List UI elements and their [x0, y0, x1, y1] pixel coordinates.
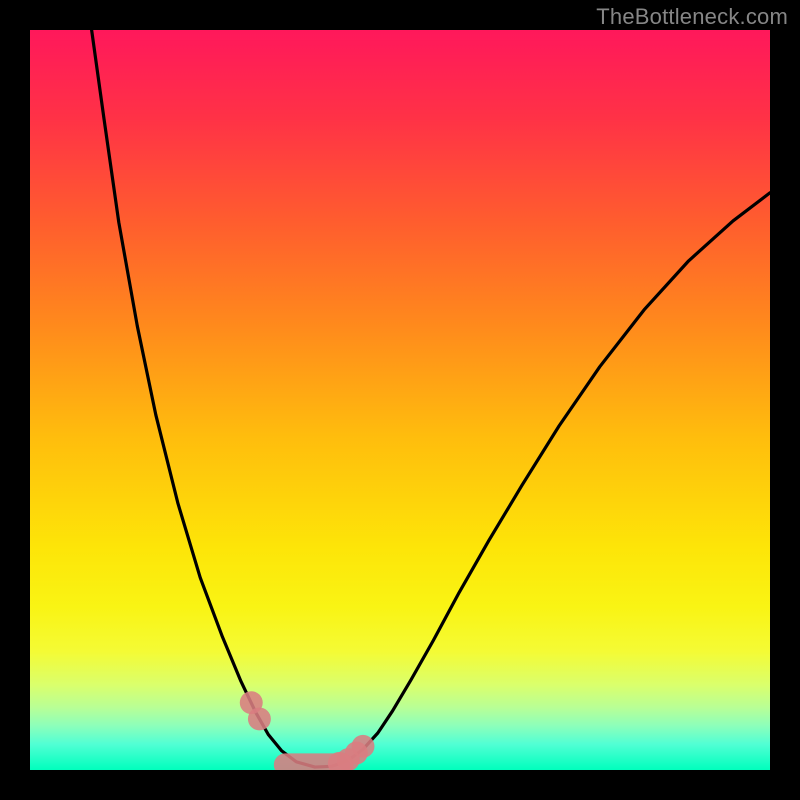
marker-dot [248, 707, 271, 730]
gradient-bg [30, 30, 770, 770]
plot-svg [30, 30, 770, 770]
watermark-text: TheBottleneck.com [596, 4, 788, 30]
plot-area [30, 30, 770, 770]
chart-frame: TheBottleneck.com [0, 0, 800, 800]
